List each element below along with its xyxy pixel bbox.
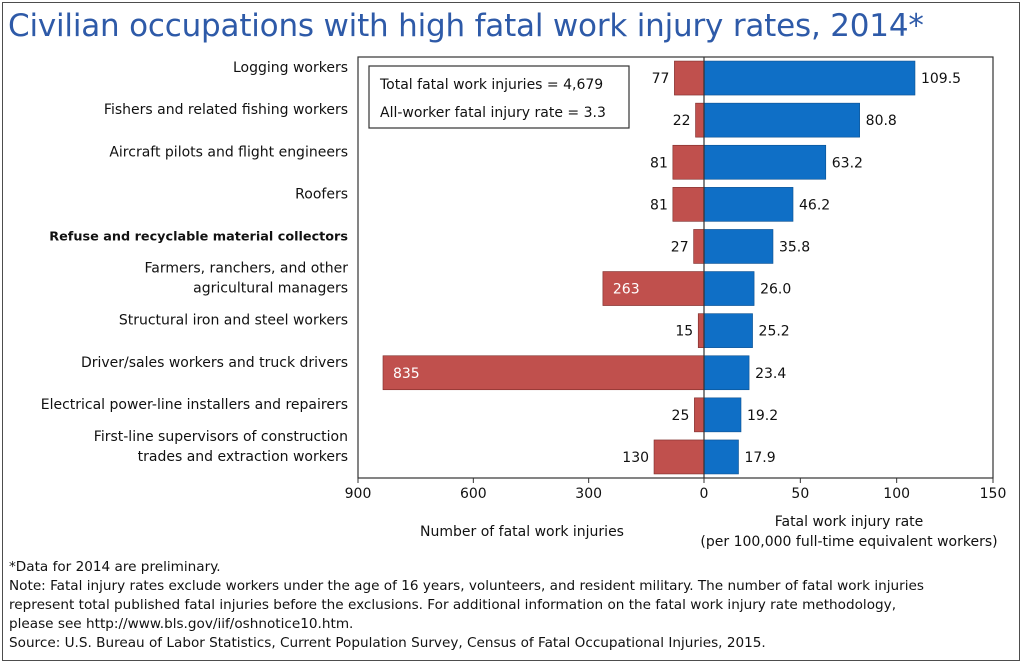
data-label-fatal-injuries: 81: [650, 155, 668, 171]
bar-injury-rate: [703, 187, 794, 222]
bar-injury-rate: [703, 271, 755, 306]
tick-label-left: 300: [575, 486, 602, 502]
category-label: Electrical power-line installers and rep…: [41, 397, 348, 413]
data-label-injury-rate: 109.5: [921, 71, 961, 87]
category-label: First-line supervisors of construction: [94, 429, 348, 445]
bar-fatal-injuries: [672, 144, 705, 180]
bar-fatal-injuries: [382, 355, 705, 391]
tick-label-left: 900: [345, 486, 372, 502]
tick-label-left: 600: [460, 486, 487, 502]
x-axis-title-left: Number of fatal work injuries: [420, 524, 624, 540]
data-label-fatal-injuries: 22: [673, 113, 691, 129]
category-label: Driver/sales workers and truck drivers: [81, 355, 348, 371]
plot-area: [357, 56, 994, 479]
footnote-preliminary: *Data for 2014 are preliminary.: [9, 559, 221, 575]
tick-label-right: 50: [791, 486, 809, 502]
bar-injury-rate: [703, 397, 742, 433]
data-label-fatal-injuries: 81: [650, 197, 668, 213]
data-label-injury-rate: 23.4: [755, 366, 786, 382]
data-label-fatal-injuries: 25: [672, 408, 690, 424]
data-label-injury-rate: 46.2: [799, 197, 830, 213]
data-label-fatal-injuries: 130: [622, 450, 649, 466]
bar-fatal-injuries: [694, 397, 705, 433]
data-label-fatal-injuries: 27: [671, 239, 689, 255]
annotation-text: Total fatal work injuries = 4,679: [379, 77, 603, 93]
bar-fatal-injuries: [672, 187, 705, 222]
data-label-injury-rate: 80.8: [866, 113, 897, 129]
footnote-note-line-1: Note: Fatal injury rates exclude workers…: [9, 578, 924, 594]
footnote-note-line-3: please see http://www.bls.gov/iif/oshnot…: [9, 616, 354, 632]
category-label: agricultural managers: [193, 281, 348, 297]
bar-injury-rate: [703, 144, 827, 180]
bar-fatal-injuries: [697, 313, 705, 348]
tick-label-right: 100: [883, 486, 910, 502]
chart-title: Civilian occupations with high fatal wor…: [8, 8, 924, 44]
bar-injury-rate: [703, 60, 916, 96]
x-axis-title-right: Fatal work injury rate: [775, 514, 924, 530]
data-label-fatal-injuries: 835: [393, 366, 420, 382]
bar-fatal-injuries: [695, 102, 705, 138]
bar-fatal-injuries: [653, 439, 705, 475]
data-label-injury-rate: 35.8: [779, 239, 810, 255]
data-label-fatal-injuries: 77: [652, 71, 670, 87]
footnotes: *Data for 2014 are preliminary. Note: Fa…: [9, 558, 1009, 653]
category-label: Refuse and recyclable material collector…: [49, 229, 348, 244]
category-label: trades and extraction workers: [138, 449, 348, 465]
category-label: Structural iron and steel workers: [119, 313, 348, 329]
footnote-note-line-2: represent total published fatal injuries…: [9, 597, 897, 613]
data-label-injury-rate: 25.2: [759, 324, 790, 340]
data-label-injury-rate: 63.2: [832, 155, 863, 171]
category-label: Fishers and related fishing workers: [104, 102, 348, 118]
category-label: Logging workers: [233, 60, 348, 76]
data-label-injury-rate: 26.0: [760, 282, 791, 298]
bar-injury-rate: [703, 439, 739, 475]
tick-label-right: 150: [980, 486, 1007, 502]
footnote-source: Source: U.S. Bureau of Labor Statistics,…: [9, 635, 766, 651]
data-label-fatal-injuries: 15: [675, 324, 693, 340]
category-label: Aircraft pilots and flight engineers: [109, 144, 348, 160]
data-label-injury-rate: 19.2: [747, 408, 778, 424]
data-label-injury-rate: 17.9: [744, 450, 775, 466]
bar-injury-rate: [703, 102, 860, 138]
category-label: Farmers, ranchers, and other: [145, 261, 349, 277]
bar-fatal-injuries: [693, 229, 705, 264]
bar-fatal-injuries: [674, 60, 705, 96]
category-label: Roofers: [295, 186, 348, 202]
tick-label-left: 0: [700, 486, 709, 502]
bar-injury-rate: [703, 355, 750, 391]
x-axis-title-right: (per 100,000 full-time equivalent worker…: [700, 534, 997, 550]
data-label-fatal-injuries: 263: [613, 282, 640, 298]
annotation-box: [368, 65, 630, 129]
bar-injury-rate: [703, 229, 774, 264]
bar-injury-rate: [703, 313, 753, 348]
annotation-text: All-worker fatal injury rate = 3.3: [380, 105, 606, 121]
